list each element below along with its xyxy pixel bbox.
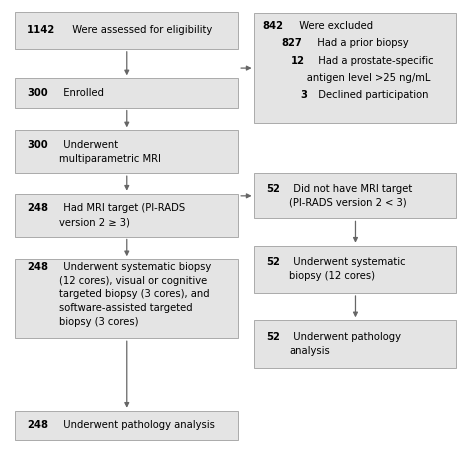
- Text: 248: 248: [27, 203, 48, 213]
- Text: (PI-RADS version 2 < 3): (PI-RADS version 2 < 3): [289, 198, 407, 208]
- Text: targeted biopsy (3 cores), and: targeted biopsy (3 cores), and: [58, 289, 209, 299]
- Text: Enrolled: Enrolled: [57, 88, 104, 98]
- FancyBboxPatch shape: [255, 13, 456, 123]
- FancyBboxPatch shape: [15, 12, 238, 49]
- Text: Underwent: Underwent: [57, 140, 118, 150]
- Text: 1142: 1142: [27, 25, 55, 35]
- Text: biopsy (12 cores): biopsy (12 cores): [289, 271, 375, 281]
- FancyBboxPatch shape: [15, 259, 238, 339]
- Text: Underwent pathology analysis: Underwent pathology analysis: [57, 420, 215, 430]
- FancyBboxPatch shape: [255, 246, 456, 293]
- Text: 827: 827: [282, 38, 302, 48]
- FancyBboxPatch shape: [15, 78, 238, 108]
- Text: 52: 52: [266, 258, 280, 268]
- FancyBboxPatch shape: [255, 173, 456, 218]
- Text: antigen level >25 ng/mL: antigen level >25 ng/mL: [263, 73, 430, 83]
- Text: 52: 52: [266, 184, 280, 194]
- Text: software-assisted targeted: software-assisted targeted: [58, 303, 192, 313]
- FancyBboxPatch shape: [255, 320, 456, 368]
- Text: analysis: analysis: [289, 346, 330, 356]
- Text: Underwent systematic: Underwent systematic: [287, 258, 406, 268]
- Text: Were assessed for eligibility: Were assessed for eligibility: [66, 25, 213, 35]
- Text: Underwent systematic biopsy: Underwent systematic biopsy: [57, 262, 211, 272]
- Text: Underwent pathology: Underwent pathology: [287, 332, 401, 342]
- Text: 300: 300: [27, 140, 47, 150]
- Text: 3: 3: [300, 90, 307, 100]
- Text: Did not have MRI target: Did not have MRI target: [287, 184, 412, 194]
- FancyBboxPatch shape: [15, 130, 238, 173]
- Text: Were excluded: Were excluded: [293, 21, 373, 31]
- Text: biopsy (3 cores): biopsy (3 cores): [58, 317, 138, 327]
- Text: 12: 12: [291, 56, 305, 66]
- Text: 300: 300: [27, 88, 47, 98]
- Text: (12 cores), visual or cognitive: (12 cores), visual or cognitive: [58, 276, 207, 286]
- Text: Had MRI target (PI-RADS: Had MRI target (PI-RADS: [57, 203, 185, 213]
- FancyBboxPatch shape: [15, 411, 238, 440]
- Text: Had a prior biopsy: Had a prior biopsy: [311, 38, 409, 48]
- Text: 52: 52: [266, 332, 280, 342]
- Text: 248: 248: [27, 420, 48, 430]
- Text: Declined participation: Declined participation: [312, 90, 429, 100]
- Text: 842: 842: [263, 21, 284, 31]
- FancyBboxPatch shape: [15, 193, 238, 237]
- Text: multiparametric MRI: multiparametric MRI: [58, 154, 160, 164]
- Text: version 2 ≥ 3): version 2 ≥ 3): [58, 217, 129, 228]
- Text: Had a prostate-specific: Had a prostate-specific: [312, 56, 434, 66]
- Text: 248: 248: [27, 262, 48, 272]
